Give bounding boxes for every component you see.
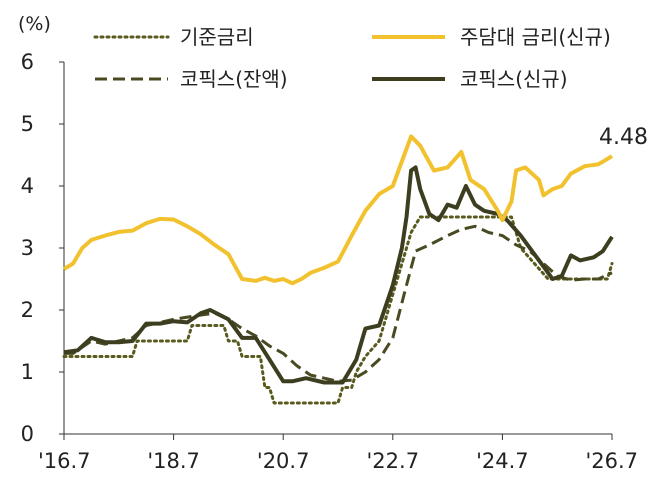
x-ticks: '16.7 '18.7 '20.7 '22.7 '24.7 '26.7 [38,434,638,473]
series-line-mortgage-rate [62,134,614,286]
legend: 기준금리 주담대 금리(신규) 코픽스(잔액) 코픽스(신규) [93,25,611,91]
x-tick-label: '24.7 [476,449,529,473]
x-tick-label: '26.7 [585,449,638,473]
series-layer [62,134,614,405]
legend-label-cofix-balance: 코픽스(잔액) [180,67,288,91]
y-tick-label: 0 [21,422,34,446]
x-tick-label: '20.7 [257,449,310,473]
y-tick-label: 4 [21,174,34,198]
legend-label-mortgage-rate: 주담대 금리(신규) [460,25,611,49]
y-ticks: 0 1 2 3 4 5 6 [21,50,64,446]
y-tick-label: 6 [21,50,34,74]
x-tick-label: '16.7 [38,449,91,473]
y-tick-label: 2 [21,298,34,322]
y-unit-label: (%) [18,13,51,35]
x-tick-label: '18.7 [147,449,200,473]
series-line-cofix-new [63,165,614,385]
end-value-label: 4.48 [599,125,648,150]
legend-label-cofix-new: 코픽스(신규) [460,67,568,91]
x-tick-label: '22.7 [367,449,420,473]
y-tick-label: 1 [21,360,34,384]
y-tick-label: 5 [21,112,34,136]
y-tick-label: 3 [21,236,34,260]
legend-label-base-rate: 기준금리 [180,25,254,49]
